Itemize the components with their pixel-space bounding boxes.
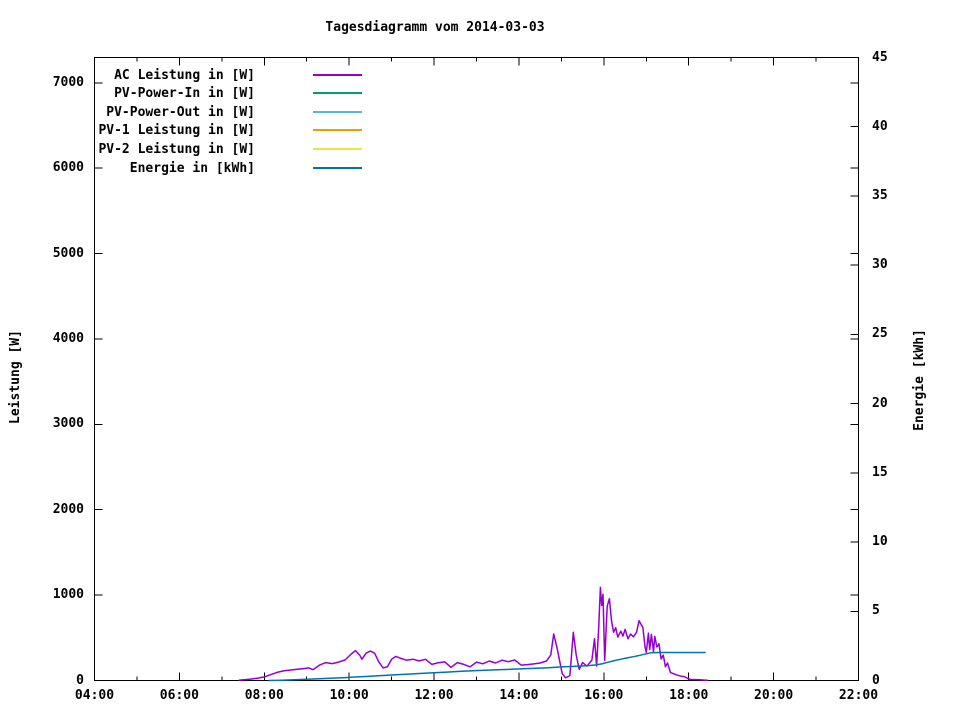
y2-tick-label: 45 xyxy=(872,49,888,65)
legend-label: AC Leistung in [W] xyxy=(114,67,255,83)
y2-tick-label: 0 xyxy=(872,672,880,688)
y-tick-label: 7000 xyxy=(52,74,84,90)
legend-label: PV-Power-In in [W] xyxy=(114,86,255,102)
y2-tick-label: 25 xyxy=(872,326,888,342)
legend-row: AC Leistung in [W] xyxy=(0,66,420,85)
y-tick-label: 2000 xyxy=(52,501,84,517)
legend-row: Energie in [kWh] xyxy=(0,159,420,178)
legend-line-sample xyxy=(313,147,362,150)
legend-label: PV-Power-Out in [W] xyxy=(106,104,255,120)
legend-row: PV-Power-In in [W] xyxy=(0,84,420,103)
legend-line-sample xyxy=(313,110,362,113)
x-tick-label: 16:00 xyxy=(584,688,624,703)
legend-label: PV-2 Leistung in [W] xyxy=(98,141,255,157)
y2-tick-label: 40 xyxy=(872,118,888,134)
x-tick-label: 12:00 xyxy=(414,688,454,703)
legend-row: PV-1 Leistung in [W] xyxy=(0,121,420,140)
series-line-0 xyxy=(238,586,708,681)
legend-line-sample xyxy=(313,166,362,169)
legend-line-sample xyxy=(313,129,362,132)
y-tick-label: 3000 xyxy=(52,416,84,432)
legend-row: PV-Power-Out in [W] xyxy=(0,103,420,122)
y2-tick-label: 15 xyxy=(872,464,888,480)
y2-tick-label: 10 xyxy=(872,534,888,550)
y2-tick-label: 30 xyxy=(872,257,888,273)
y-tick-label: 1000 xyxy=(52,587,84,603)
x-tick-label: 10:00 xyxy=(329,688,369,703)
y2-tick-label: 5 xyxy=(872,603,880,619)
x-tick-label: 08:00 xyxy=(244,688,284,703)
x-tick-label: 14:00 xyxy=(499,688,539,703)
y2-tick-label: 35 xyxy=(872,187,888,203)
chart-title: Tagesdiagramm vom 2014-03-03 xyxy=(325,20,545,35)
y-tick-label: 5000 xyxy=(52,245,84,261)
y2-tick-label: 20 xyxy=(872,395,888,411)
x-tick-label: 20:00 xyxy=(754,688,794,703)
y-tick-label: 4000 xyxy=(52,330,84,346)
legend-line-sample xyxy=(313,92,362,95)
series-line-5 xyxy=(268,651,706,682)
x-tick-label: 04:00 xyxy=(74,688,115,703)
y-tick-label: 0 xyxy=(76,672,84,688)
legend-label: PV-1 Leistung in [W] xyxy=(98,123,255,139)
legend-label: Energie in [kWh] xyxy=(129,160,255,176)
x-tick-label: 18:00 xyxy=(669,688,709,703)
x-tick-label: 06:00 xyxy=(159,688,199,703)
y-tick-label: 6000 xyxy=(52,160,84,176)
legend-line-sample xyxy=(313,73,362,76)
legend-row: PV-2 Leistung in [W] xyxy=(0,140,420,159)
x-tick-label: 22:00 xyxy=(838,688,879,703)
